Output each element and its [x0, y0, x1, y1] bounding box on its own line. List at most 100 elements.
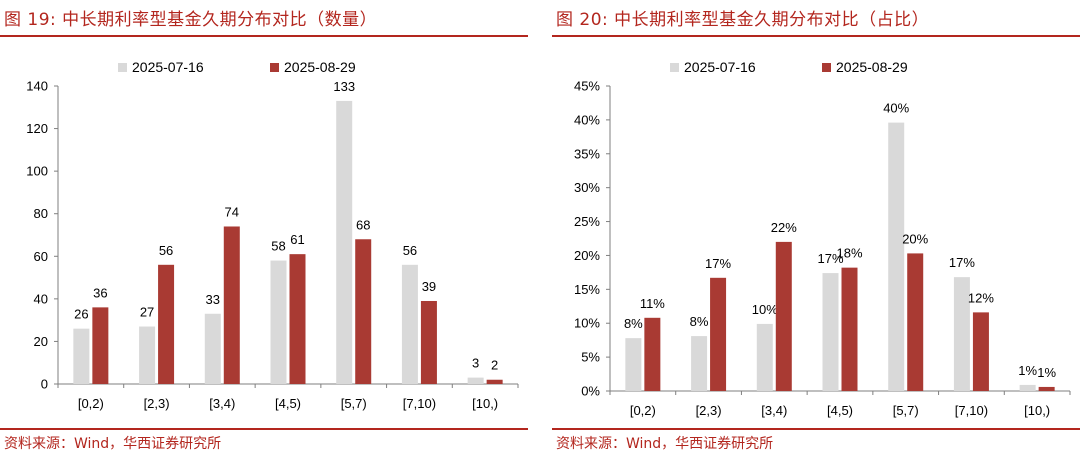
data-label: 17% [949, 255, 975, 270]
legend-swatch [118, 63, 127, 72]
bar-series-1 [756, 323, 773, 391]
x-category-label: [4,5) [275, 396, 301, 411]
data-label: 3 [472, 356, 479, 371]
x-category-label: [7,10) [403, 396, 436, 411]
bar-series-1 [888, 122, 905, 391]
y-tick-label: 60 [34, 249, 48, 264]
data-label: 22% [771, 220, 797, 235]
y-tick-label: 15% [574, 282, 600, 297]
data-label: 2 [491, 358, 498, 373]
bar-series-1 [691, 336, 708, 391]
x-category-label: [10,) [1024, 403, 1050, 418]
x-category-label: [2,3) [696, 403, 722, 418]
bar-series-2 [775, 241, 792, 391]
x-category-label: [7,10) [955, 403, 988, 418]
legend-label: 2025-07-16 [684, 59, 756, 75]
bar-series-1 [822, 273, 839, 391]
y-tick-label: 5% [581, 350, 600, 365]
legend-label: 2025-07-16 [132, 59, 204, 75]
data-label: 56 [159, 243, 173, 258]
x-category-label: [5,7) [341, 396, 367, 411]
y-tick-label: 0 [41, 377, 48, 392]
source-rule [0, 428, 528, 430]
y-tick-label: 45% [574, 79, 600, 94]
bar-series-2 [223, 226, 240, 384]
data-label: 58 [271, 239, 285, 254]
x-category-label: [5,7) [893, 403, 919, 418]
y-tick-label: 140 [26, 79, 48, 94]
source-note: 资料来源：Wind，华西证券研究所 [4, 436, 222, 452]
y-tick-label: 80 [34, 206, 48, 221]
y-tick-label: 40 [34, 291, 48, 306]
data-label: 12% [968, 290, 994, 305]
y-tick-label: 120 [26, 121, 48, 136]
data-label: 1% [1037, 365, 1056, 380]
bar-series-2 [841, 267, 858, 391]
data-label: 17% [705, 256, 731, 271]
bar-series-2 [907, 253, 924, 391]
bar-series-1 [270, 260, 287, 384]
bar-series-2 [1038, 386, 1055, 391]
data-label: 27 [140, 305, 154, 320]
x-category-label: [0,2) [630, 403, 656, 418]
figure-20-panel: 图 20: 中长期利率型基金久期分布对比（占比） 0% 5% 10% 15% 20% 25… [552, 0, 1080, 459]
bar-series-2 [710, 277, 727, 391]
data-label: 39 [422, 279, 436, 294]
x-category-label: [3,4) [209, 396, 235, 411]
bar-series-1 [204, 313, 221, 384]
data-label: 11% [640, 296, 665, 311]
bar-series-1 [336, 100, 353, 385]
bar-series-2 [420, 300, 437, 384]
legend-label: 2025-08-29 [836, 59, 908, 75]
y-tick-label: 35% [574, 146, 600, 161]
y-tick-label: 25% [574, 214, 600, 229]
y-tick-label: 100 [26, 164, 48, 179]
figure-title: 图 20: 中长期利率型基金久期分布对比（占比） [556, 10, 930, 30]
data-label: 133 [333, 79, 355, 94]
x-category-label: [4,5) [827, 403, 853, 418]
bar-series-2 [92, 307, 109, 384]
bar-series-1 [139, 326, 156, 384]
legend-label: 2025-08-29 [284, 59, 356, 75]
title-rule [0, 35, 528, 37]
data-label: 8% [624, 316, 643, 331]
bar-series-1 [401, 264, 418, 384]
x-category-label: [3,4) [761, 403, 787, 418]
y-tick-label: 30% [574, 180, 600, 195]
data-label: 56 [403, 243, 417, 258]
duration-share-bar-chart: 0% 5% 10% 15% 20% 25% 30% 35% 40% 45% [0,2) [2,3) [3… [574, 59, 1071, 418]
y-tick-label: 40% [574, 112, 600, 127]
duration-count-bar-chart: 0 20 40 60 80 100 120 140 [0,2) [2,3) [3,4) [4,5) [5… [26, 59, 519, 411]
bar-series-2 [158, 264, 175, 384]
bar-series-1 [73, 328, 90, 384]
data-label: 36 [93, 285, 107, 300]
data-label: 61 [290, 232, 304, 247]
y-tick-label: 20 [34, 334, 48, 349]
data-label: 33 [206, 292, 220, 307]
data-label: 26 [74, 307, 88, 322]
bar-series-1 [953, 277, 970, 391]
y-tick-label: 0% [581, 384, 600, 399]
bar-series-2 [355, 239, 372, 384]
legend-swatch [822, 63, 831, 72]
data-label: 68 [356, 217, 370, 232]
title-rule [552, 35, 1080, 37]
data-label: 40% [883, 101, 909, 116]
data-label: 10% [752, 302, 778, 317]
x-category-label: [2,3) [144, 396, 170, 411]
source-rule [552, 428, 1080, 430]
data-label: 17% [817, 251, 843, 266]
bar-series-2 [289, 254, 306, 384]
bar-series-2 [486, 379, 503, 384]
legend-swatch [670, 63, 679, 72]
data-label: 74 [225, 204, 239, 219]
bar-series-1 [467, 377, 484, 384]
data-label: 8% [690, 314, 709, 329]
bar-series-2 [644, 317, 661, 391]
bar-series-1 [625, 338, 642, 391]
figure-19-panel: 图 19: 中长期利率型基金久期分布对比（数量） 0 20 40 60 80 100 120… [0, 0, 528, 459]
data-label: 1% [1018, 363, 1037, 378]
bar-series-1 [1019, 384, 1036, 391]
source-note: 资料来源：Wind，华西证券研究所 [556, 436, 774, 452]
legend-swatch [270, 63, 279, 72]
